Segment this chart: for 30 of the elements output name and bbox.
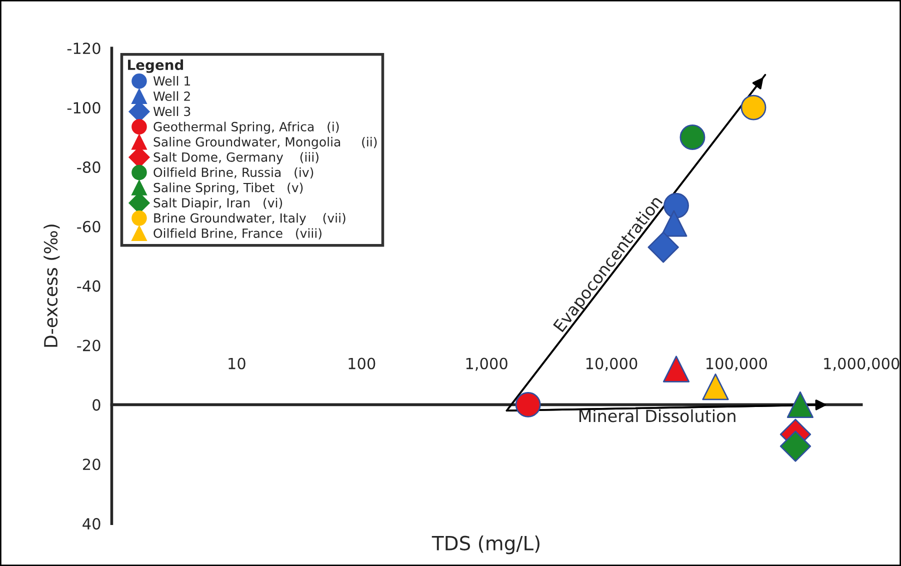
legend-label: Salt Diapir, Iran (vi) [154, 198, 282, 210]
y-tick-label: 40 [82, 518, 100, 530]
legend-label: Oilfield Brine, France (viii) [154, 228, 322, 240]
x-tick-label: 100,000 [706, 358, 767, 371]
legend-label: Well 1 [153, 76, 190, 86]
x-tick-label: 1,000,000 [824, 358, 900, 371]
y-tick-label: -40 [77, 280, 100, 292]
x-tick-label: 1,000 [466, 358, 508, 371]
legend-label: Well 2 [153, 91, 190, 101]
x-tick-label: 100 [348, 358, 376, 370]
y-tick-label: -20 [77, 340, 100, 352]
y-tick-label: -120 [67, 42, 100, 54]
legend-label: Geothermal Spring, Africa (i) [154, 122, 339, 134]
legend-title: Legend [128, 59, 184, 73]
y-tick-label: -80 [77, 161, 100, 173]
legend-label: Brine Groundwater, Italy (vii) [154, 213, 346, 226]
y-axis-title: D-excess (‰) [44, 224, 60, 347]
legend-label: Oilfield Brine, Russia (iv) [154, 167, 314, 179]
annotation: Mineral Dissolution [579, 409, 736, 422]
legend-label: Saline Groundwater, Mongolia (ii) [154, 136, 377, 150]
x-tick-label: 10 [228, 358, 246, 370]
x-tick-label: 10,000 [586, 358, 638, 371]
x-axis-title: TDS (mg/L) [432, 535, 540, 554]
legend-label: Salt Dome, Germany (iii) [154, 152, 318, 164]
y-tick-label: -60 [77, 220, 100, 232]
legend-label: Well 3 [153, 106, 190, 116]
y-tick-label: -100 [67, 102, 100, 114]
y-tick-label: 20 [82, 458, 100, 470]
y-tick-label: 0 [92, 399, 100, 411]
legend-label: Saline Spring, Tibet (v) [154, 182, 303, 195]
